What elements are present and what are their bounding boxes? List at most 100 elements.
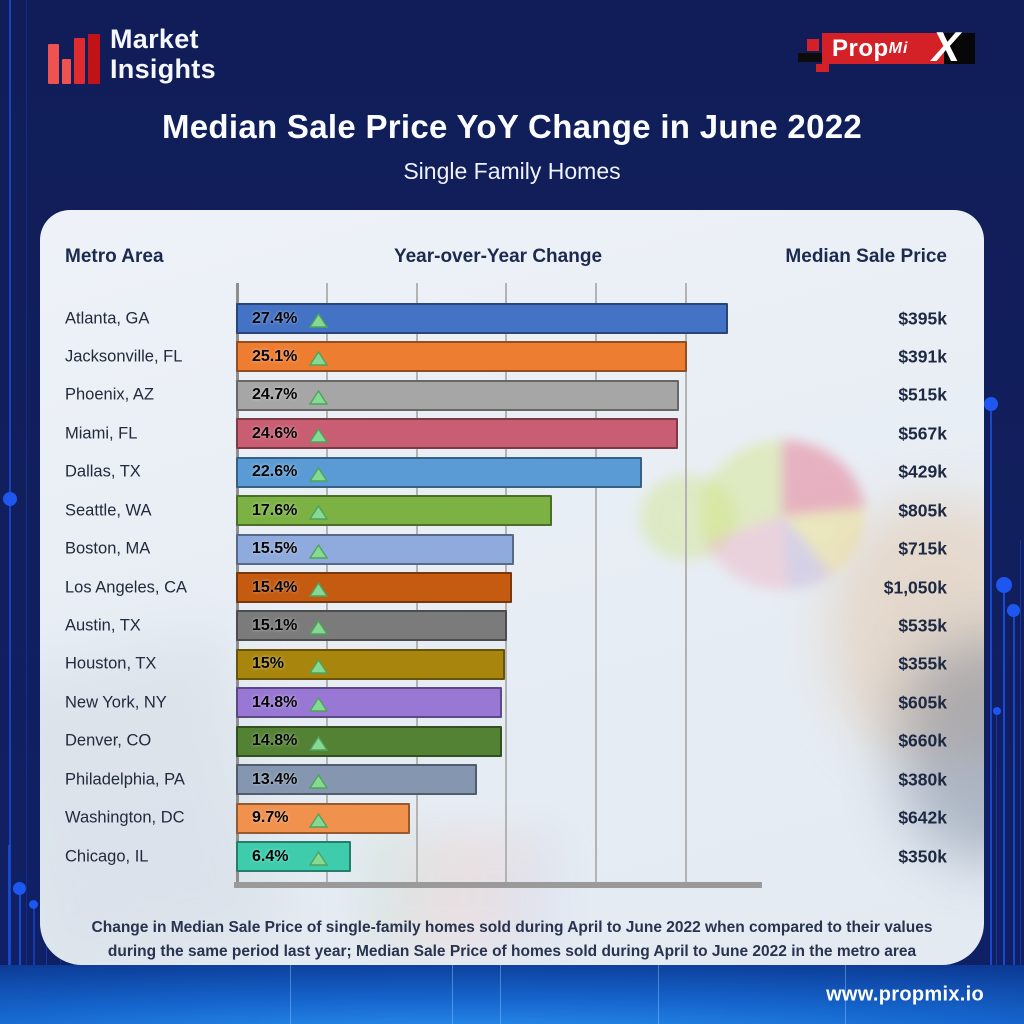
- median-price-label: $355k: [898, 653, 947, 674]
- brand-line2: Insights: [110, 54, 216, 85]
- yoy-bar: 22.6%: [236, 456, 642, 488]
- yoy-bar: 14.8%: [236, 725, 502, 757]
- circuit-line: [26, 0, 27, 1024]
- footnote: Change in Median Sale Price of single-fa…: [91, 919, 933, 961]
- median-price-label: $535k: [898, 615, 947, 636]
- circuit-dot: [993, 707, 1001, 715]
- up-arrow-icon: [308, 350, 329, 372]
- market-insights-logo: Market Insights: [48, 24, 216, 85]
- footer-streak: [500, 965, 501, 1024]
- median-price-label: $715k: [898, 538, 947, 559]
- propmix-x: X: [932, 23, 961, 70]
- median-price-label: $642k: [898, 807, 947, 828]
- yoy-bar: 24.6%: [236, 418, 678, 450]
- yoy-bar: 15.5%: [236, 533, 514, 565]
- metro-label: Seattle, WA: [65, 501, 152, 520]
- metro-label: Philadelphia, PA: [65, 770, 185, 789]
- propmix-x-box: [944, 33, 975, 64]
- footer-streak: [452, 965, 453, 1024]
- yoy-bar: 24.7%: [236, 379, 679, 411]
- yoy-value-label: 15.5%: [252, 540, 298, 558]
- yoy-value-label: 14.8%: [252, 732, 298, 750]
- logo-accent: [807, 39, 819, 51]
- metro-label: Phoenix, AZ: [65, 385, 154, 404]
- yoy-bar: 25.1%: [236, 341, 687, 373]
- up-arrow-icon: [308, 812, 329, 834]
- yoy-bar: 6.4%: [236, 841, 351, 873]
- metro-label: Los Angeles, CA: [65, 578, 187, 596]
- website-url: www.propmix.io: [826, 983, 984, 1005]
- page-subtitle: Single Family Homes: [403, 158, 621, 184]
- up-arrow-icon: [308, 504, 329, 526]
- up-arrow-icon: [308, 619, 329, 641]
- metro-label: Denver, CO: [65, 731, 152, 750]
- page-title: Median Sale Price YoY Change in June 202…: [161, 108, 863, 145]
- circuit-dot: [3, 492, 17, 506]
- up-arrow-icon: [308, 427, 329, 449]
- propmix-prop: Prop: [832, 34, 889, 62]
- footer-streak: [658, 965, 659, 1024]
- gridline: [685, 283, 687, 883]
- yoy-value-label: 13.4%: [252, 770, 298, 788]
- yoy-value-label: 14.8%: [252, 693, 298, 711]
- brand-line1: Market: [110, 24, 199, 54]
- up-arrow-icon: [308, 389, 329, 411]
- median-price-label: $350k: [898, 846, 947, 867]
- up-arrow-icon: [308, 658, 329, 680]
- yoy-bar: 14.8%: [236, 687, 502, 719]
- circuit-dot: [984, 397, 998, 411]
- yoy-value-label: 22.6%: [252, 463, 298, 481]
- median-price-label: $429k: [898, 461, 947, 482]
- column-header-yoy: Year-over-Year Change: [393, 246, 603, 267]
- yoy-value-label: 17.6%: [252, 501, 298, 519]
- circuit-line: [990, 404, 992, 1024]
- metro-label: Chicago, IL: [65, 847, 149, 866]
- metro-label: Houston, TX: [65, 654, 157, 673]
- propmix-logo: Prop Mi X: [796, 23, 996, 76]
- yoy-bar: 17.6%: [236, 495, 552, 527]
- yoy-value-label: 24.6%: [252, 424, 298, 442]
- up-arrow-icon: [308, 696, 329, 718]
- circuit-line: [1020, 540, 1021, 1024]
- median-price-label: $395k: [898, 308, 947, 328]
- circuit-line: [9, 0, 11, 1024]
- circuit-line: [19, 890, 21, 1024]
- up-arrow-icon: [308, 466, 329, 488]
- column-header-metro: Metro Area: [65, 246, 164, 267]
- yoy-bar: 9.7%: [236, 802, 410, 834]
- up-arrow-icon: [308, 850, 329, 872]
- metro-label: Boston, MA: [65, 539, 151, 558]
- median-price-label: $515k: [898, 384, 947, 405]
- propmix-wordmark: Prop Mi: [822, 33, 944, 64]
- column-header-price: Median Sale Price: [785, 246, 947, 267]
- yoy-value-label: 15.4%: [252, 578, 298, 596]
- yoy-value-label: 27.4%: [252, 309, 298, 327]
- footer-band: www.propmix.io: [0, 965, 1024, 1024]
- yoy-bar: 15.4%: [236, 572, 512, 603]
- footer-streak: [845, 965, 846, 1024]
- circuit-line: [996, 712, 997, 1024]
- circuit-line: [8, 845, 10, 1024]
- footer-streak: [290, 965, 291, 1024]
- median-price-label: $567k: [898, 423, 947, 444]
- up-arrow-icon: [308, 735, 329, 757]
- circuit-line: [1003, 585, 1005, 1024]
- yoy-value-label: 6.4%: [252, 847, 289, 865]
- yoy-value-label: 15.1%: [252, 616, 298, 634]
- propmix-mi: Mi: [888, 39, 909, 57]
- metro-label: Jacksonville, FL: [65, 347, 183, 366]
- median-price-label: $391k: [898, 346, 947, 367]
- metro-label: Dallas, TX: [65, 462, 141, 481]
- gridline: [595, 283, 597, 883]
- yoy-value-label: 24.7%: [252, 386, 298, 404]
- circuit-line: [1013, 612, 1015, 1024]
- median-price-label: $660k: [898, 730, 947, 751]
- up-arrow-icon: [308, 543, 329, 565]
- bar-chart-icon: [48, 32, 100, 85]
- circuit-dot: [13, 882, 26, 895]
- up-arrow-icon: [308, 581, 329, 603]
- metro-label: Washington, DC: [65, 808, 185, 827]
- circuit-dot: [1007, 604, 1020, 617]
- up-arrow-icon: [308, 773, 329, 795]
